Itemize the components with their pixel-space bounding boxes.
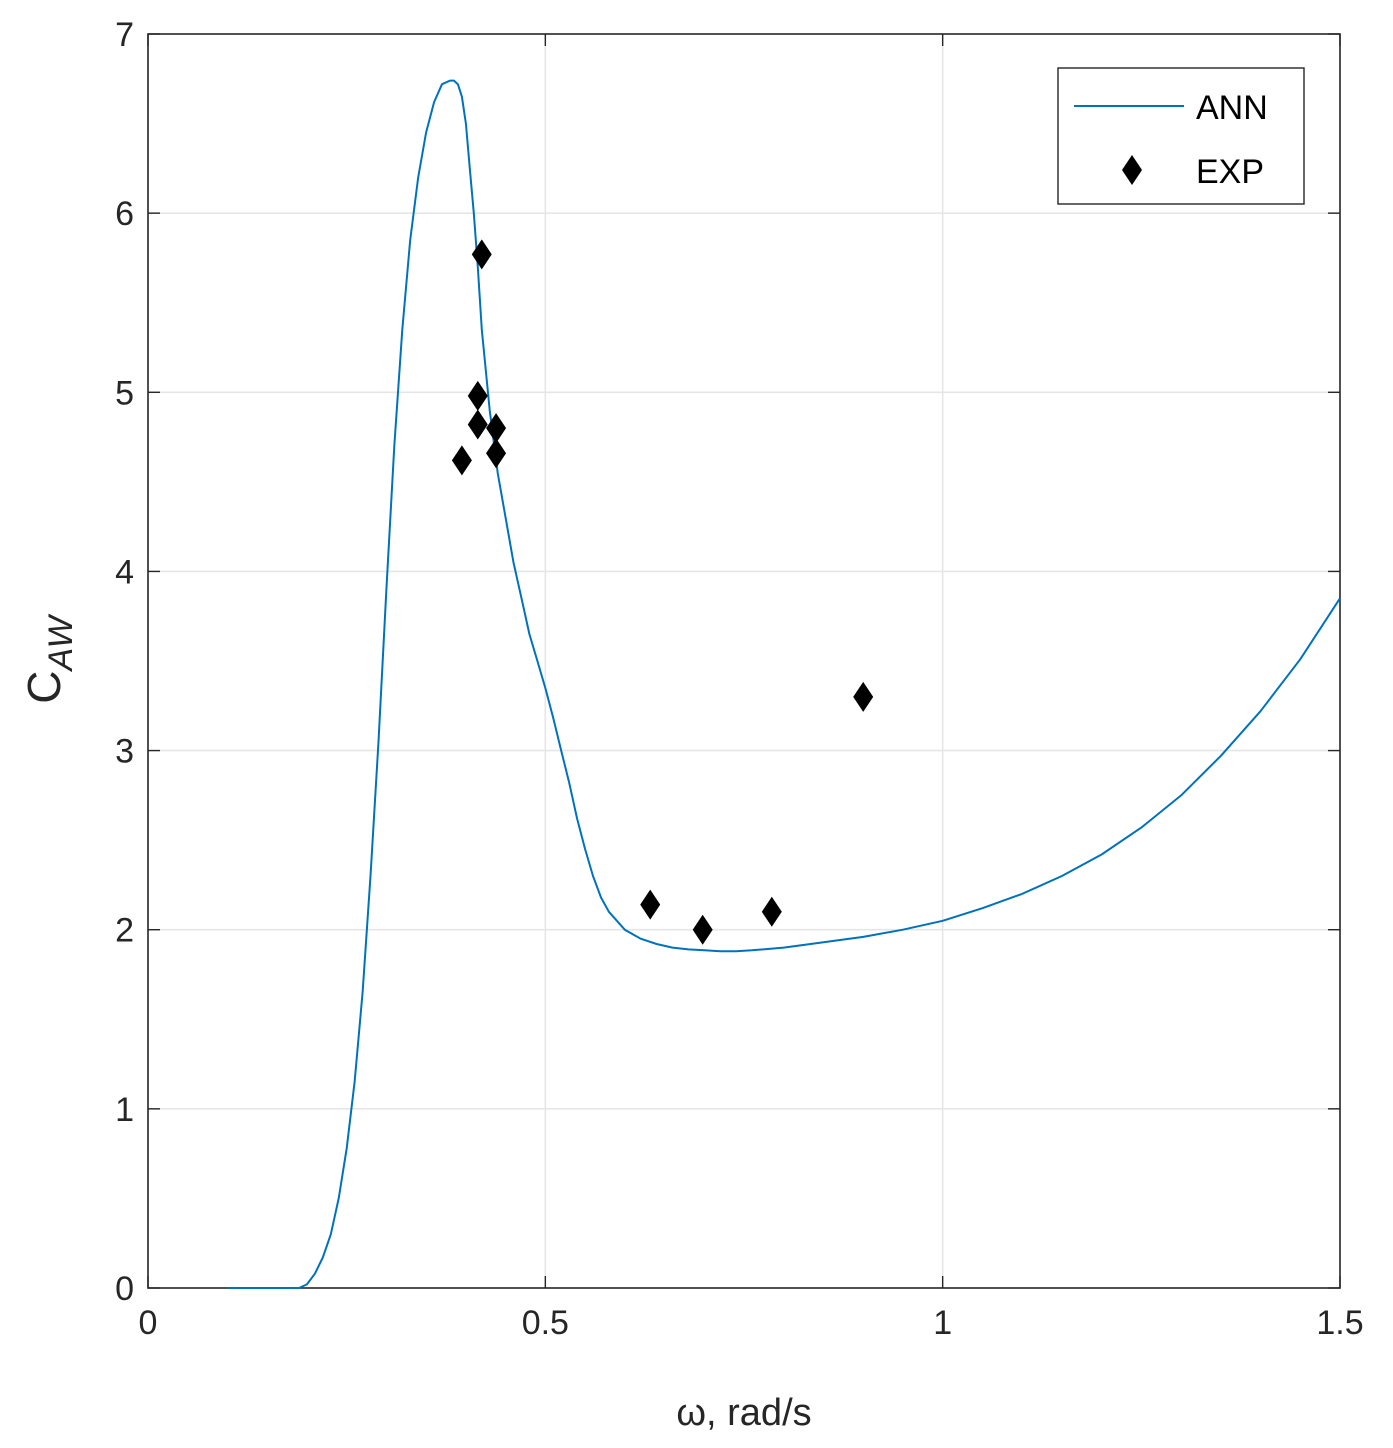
exp-point xyxy=(467,409,488,440)
exp-point xyxy=(467,380,488,411)
series-line-ann xyxy=(227,79,1341,1289)
plot-frame xyxy=(147,33,1341,1289)
tick-labels: 0 0.5 1 1.5 0 1 2 3 4 5 6 7 xyxy=(115,16,1364,1342)
y-tick-label: 0 xyxy=(115,1270,134,1308)
y-tick-label: 1 xyxy=(115,1091,134,1129)
exp-point xyxy=(486,438,507,469)
y-axis-label-main: C xyxy=(18,670,70,703)
exp-point xyxy=(471,239,492,270)
exp-point xyxy=(761,896,782,927)
svg-text:CAW: CAW xyxy=(18,613,80,703)
x-axis-label: ω, rad/s xyxy=(676,1392,811,1434)
exp-point xyxy=(486,413,507,444)
exp-point xyxy=(451,445,472,476)
y-axis-label: CAW xyxy=(18,613,80,703)
legend-box xyxy=(1057,67,1305,205)
ticks xyxy=(147,33,1341,1289)
x-tick-label: 0 xyxy=(139,1304,158,1342)
y-tick-label: 2 xyxy=(115,912,134,950)
legend-exp-marker xyxy=(1122,155,1142,185)
y-tick-label: 5 xyxy=(115,374,134,412)
x-tick-label: 0.5 xyxy=(522,1304,569,1342)
y-tick-label: 3 xyxy=(115,733,134,771)
legend: ANN EXP xyxy=(1057,67,1305,205)
exp-point xyxy=(853,681,874,712)
y-tick-label: 6 xyxy=(115,195,134,233)
series-layer xyxy=(227,79,1341,1289)
y-tick-label: 4 xyxy=(115,553,134,591)
y-tick-label: 7 xyxy=(115,16,134,54)
x-tick-label: 1.5 xyxy=(1316,1304,1363,1342)
plot-area xyxy=(148,34,1340,1288)
exp-point xyxy=(640,889,661,920)
grid xyxy=(148,34,1340,1288)
x-tick-label: 1 xyxy=(933,1304,952,1342)
y-axis-label-sub: AW xyxy=(42,613,80,672)
exp-point xyxy=(692,914,713,945)
legend-ann-label: ANN xyxy=(1196,89,1268,127)
legend-exp-label: EXP xyxy=(1196,153,1264,191)
